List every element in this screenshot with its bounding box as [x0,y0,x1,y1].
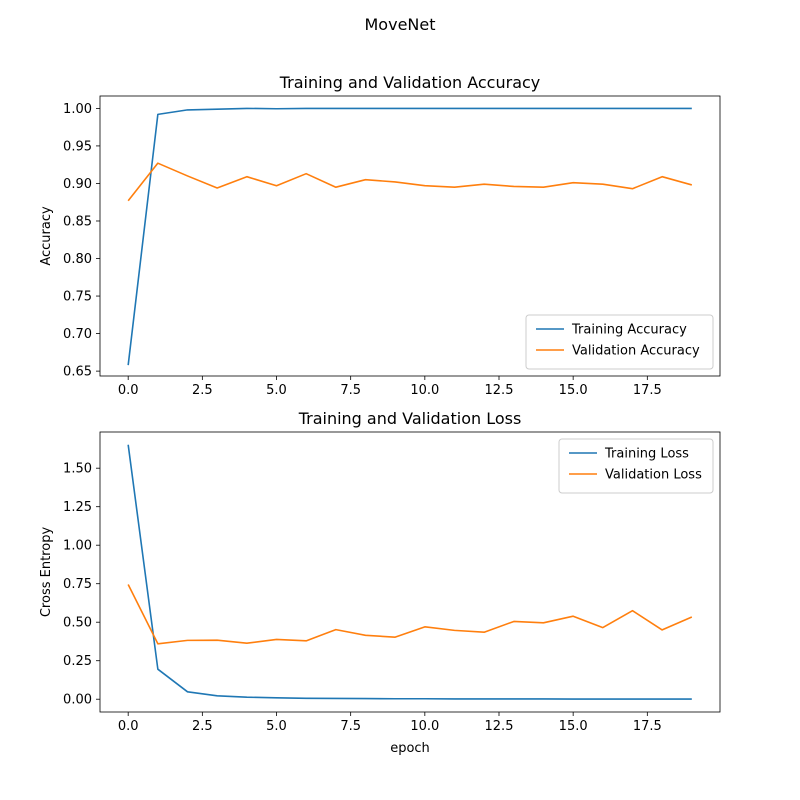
loss-y-tick-label: 1.25 [63,500,92,515]
validation-accuracy-legend-label: Validation Accuracy [572,344,700,359]
loss-y-tick-label: 0.00 [63,693,92,708]
accuracy-y-tick-label: 0.70 [63,327,92,342]
loss-subplot: Training and Validation Loss 0.0 2.5 5.0 7.… [39,409,721,756]
accuracy-subplot: Training and Validation Accuracy 0.0 2.5 5… [39,73,721,398]
validation-loss-line [127,584,693,645]
accuracy-y-tick-label: 0.75 [63,290,92,305]
loss-x-tick-label: 7.5 [340,719,361,734]
loss-y-tick-label: 1.50 [63,462,92,477]
accuracy-y-tick-label: 1.00 [63,102,92,117]
loss-legend: Training Loss Validation Loss [558,438,714,494]
loss-x-tick-label: 5.0 [266,719,287,734]
validation-loss-legend-label: Validation Loss [605,468,702,483]
loss-y-tick-label: 0.75 [63,577,92,592]
validation-accuracy-line [127,162,693,202]
accuracy-x-tick-label: 7.5 [340,383,361,398]
loss-x-tick-label: 12.5 [485,719,514,734]
accuracy-x-tick-label: 0.0 [118,383,139,398]
accuracy-x-tick-label: 12.5 [485,383,514,398]
accuracy-x-tick-label: 5.0 [266,383,287,398]
loss-plot-frame [99,431,721,713]
loss-legend-box [558,438,714,494]
loss-y-tick-label: 0.25 [63,654,92,669]
training-loss-legend-label: Training Loss [604,447,689,462]
training-loss-line [127,444,692,700]
loss-x-axis-label: epoch [390,741,430,756]
loss-x-tick-label: 2.5 [192,719,213,734]
accuracy-y-tick-label: 0.95 [63,139,92,154]
accuracy-plot-frame [99,95,721,377]
loss-x-tick-label: 17.5 [633,719,662,734]
training-accuracy-line [127,107,692,366]
accuracy-chart-title: Training and Validation Accuracy [279,73,541,92]
accuracy-y-axis-label: Accuracy [39,206,54,266]
loss-y-tick-label: 1.00 [63,539,92,554]
accuracy-legend-box [525,314,714,370]
accuracy-y-tick-label: 0.85 [63,214,92,229]
loss-x-tick-label: 0.0 [118,719,139,734]
accuracy-x-tick-label: 15.0 [559,383,588,398]
loss-y-tick-label: 0.50 [63,616,92,631]
loss-x-tick-label: 10.0 [410,719,439,734]
accuracy-x-tick-label: 10.0 [410,383,439,398]
loss-chart-title: Training and Validation Loss [298,409,522,428]
training-accuracy-legend-label: Training Accuracy [571,323,687,338]
accuracy-y-tick-label: 0.65 [63,365,92,380]
accuracy-x-tick-label: 2.5 [192,383,213,398]
accuracy-y-tick-label: 0.90 [63,177,92,192]
accuracy-x-tick-label: 17.5 [633,383,662,398]
accuracy-legend: Training Accuracy Validation Accuracy [525,314,714,370]
loss-x-tick-label: 15.0 [559,719,588,734]
loss-y-axis-label: Cross Entropy [39,527,54,618]
accuracy-y-tick-label: 0.80 [63,252,92,267]
figure-title: MoveNet [365,15,436,34]
